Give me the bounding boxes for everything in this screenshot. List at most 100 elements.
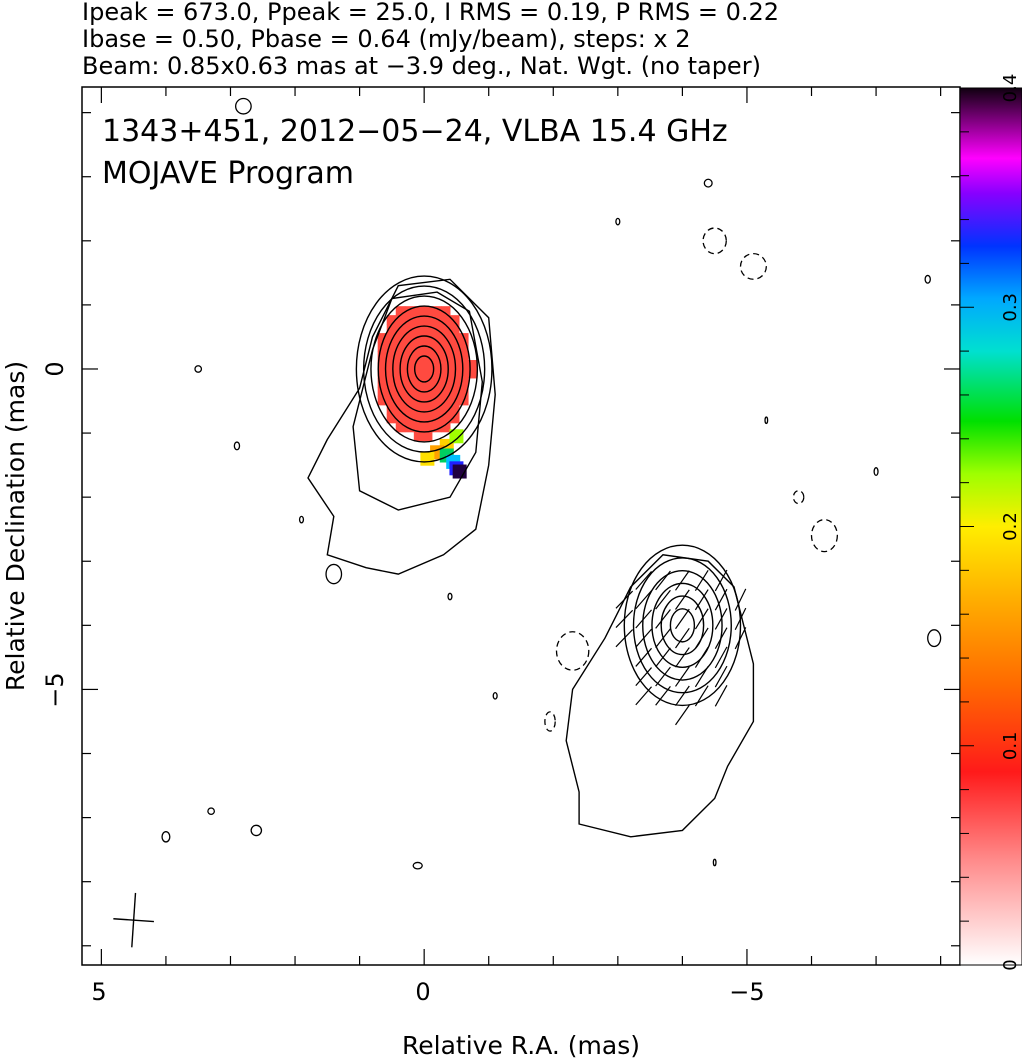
evpa-vector: [615, 629, 634, 648]
pol-pixel: [422, 315, 433, 325]
pol-pixel: [422, 360, 433, 370]
evpa-vector: [635, 571, 652, 590]
evpa-vector: [694, 666, 709, 688]
evpa-vector: [635, 628, 652, 648]
evpa-vector: [675, 627, 690, 649]
evpa-vector: [694, 646, 709, 668]
contour-outer: [352, 291, 484, 511]
pol-pixel: [386, 315, 397, 325]
contour-negative-island: [702, 227, 727, 255]
colorbar-tick-label: 0: [1000, 959, 1021, 970]
pol-pixel: [413, 431, 424, 442]
contour-negative-island: [555, 631, 590, 671]
pol-pixel: [404, 368, 415, 379]
pol-pixel: [413, 377, 424, 388]
evpa-vector: [655, 589, 671, 610]
evpa-vector: [734, 607, 747, 630]
pol-pixel: [459, 386, 469, 397]
x-tick-label-0: 0: [415, 978, 430, 1006]
pol-pixel: [449, 413, 460, 424]
pol-pixel: [431, 377, 442, 388]
pol-pixel: [395, 413, 406, 424]
pol-pixel: [440, 315, 451, 325]
pol-pixel: [449, 377, 460, 388]
pol-pixel: [404, 342, 415, 352]
pol-pixel: [395, 395, 406, 406]
contour-island: [615, 217, 621, 226]
pol-pixel: [449, 386, 460, 397]
contour-island: [873, 467, 879, 477]
evpa-vector: [675, 589, 690, 610]
pol-pixel: [404, 324, 415, 334]
pol-pixel: [449, 404, 460, 415]
pol-pixel: [386, 360, 397, 370]
beam-minor-axis: [113, 918, 154, 923]
evpa-vector: [655, 686, 671, 706]
pol-pixel: [422, 377, 433, 388]
pol-pixel: [413, 404, 424, 415]
contour-level: [377, 305, 471, 433]
evpa-vector: [635, 686, 652, 706]
pol-pixel: [386, 413, 397, 424]
evpa-vector: [675, 704, 690, 726]
contour-level: [399, 335, 449, 403]
evpa-vector: [694, 569, 709, 591]
contour-island: [412, 861, 423, 870]
contour-island: [250, 824, 263, 837]
pol-pixel: [440, 324, 451, 334]
pol-pixel: [449, 342, 460, 352]
pol-pixel: [395, 422, 406, 433]
contour-outer: [565, 554, 755, 838]
pol-pixel: [404, 422, 415, 433]
pol-pixel: [386, 368, 397, 379]
evpa-vector: [675, 608, 690, 630]
y-tick-label-0: 0: [41, 361, 69, 376]
pol-pixel: [377, 342, 388, 352]
colorbar-tick-label: 0.2: [1000, 512, 1021, 541]
pol-pixel: [459, 360, 469, 370]
pol-pixel: [413, 333, 424, 343]
pol-pixel: [395, 306, 406, 316]
pol-pixel: [386, 377, 397, 388]
contour-negative-island: [544, 711, 556, 732]
evpa-vector: [675, 666, 690, 687]
pol-pixel: [431, 315, 442, 325]
contour-level: [392, 325, 457, 413]
pol-pixel: [413, 413, 424, 424]
pol-pixel: [395, 377, 406, 388]
evpa-vector: [635, 647, 652, 667]
contour-island: [235, 97, 252, 115]
pol-pixel: [431, 422, 442, 433]
contour-level: [355, 275, 493, 463]
pol-pixel: [377, 360, 388, 370]
evpa-vector: [615, 590, 634, 609]
pol-pixel: [404, 333, 415, 343]
pol-pixel: [449, 324, 460, 334]
plot-frame: [81, 86, 961, 966]
pol-pixel: [422, 404, 433, 415]
chart-title: 1343+451, 2012−05−24, VLBA 15.4 GHz: [102, 114, 728, 149]
evpa-vector: [714, 646, 728, 669]
pol-pixel: [386, 395, 397, 406]
pol-pixel: [440, 368, 451, 379]
pol-pixel: [404, 404, 415, 415]
pol-pixel: [395, 386, 406, 397]
contour-island: [207, 807, 215, 816]
pol-pixel: [395, 404, 406, 415]
pol-pixel: [413, 422, 424, 433]
pol-pixel: [422, 413, 433, 424]
axis-ticks: [82, 87, 960, 965]
pol-pixel: [459, 377, 469, 388]
pol-pixel: [431, 351, 442, 361]
pol-pixel: [422, 368, 433, 379]
contour-level: [384, 315, 464, 423]
contour-island: [712, 858, 717, 867]
colorbar-ticks: 0 0.1 0.2 0.3 0.4: [960, 74, 1021, 971]
evpa-vector: [714, 588, 728, 611]
pol-pixel: [468, 368, 478, 379]
contour-level: [362, 285, 486, 453]
evpa-vector: [675, 570, 690, 591]
pol-pixel: [440, 386, 451, 397]
pol-pixel: [395, 333, 406, 343]
